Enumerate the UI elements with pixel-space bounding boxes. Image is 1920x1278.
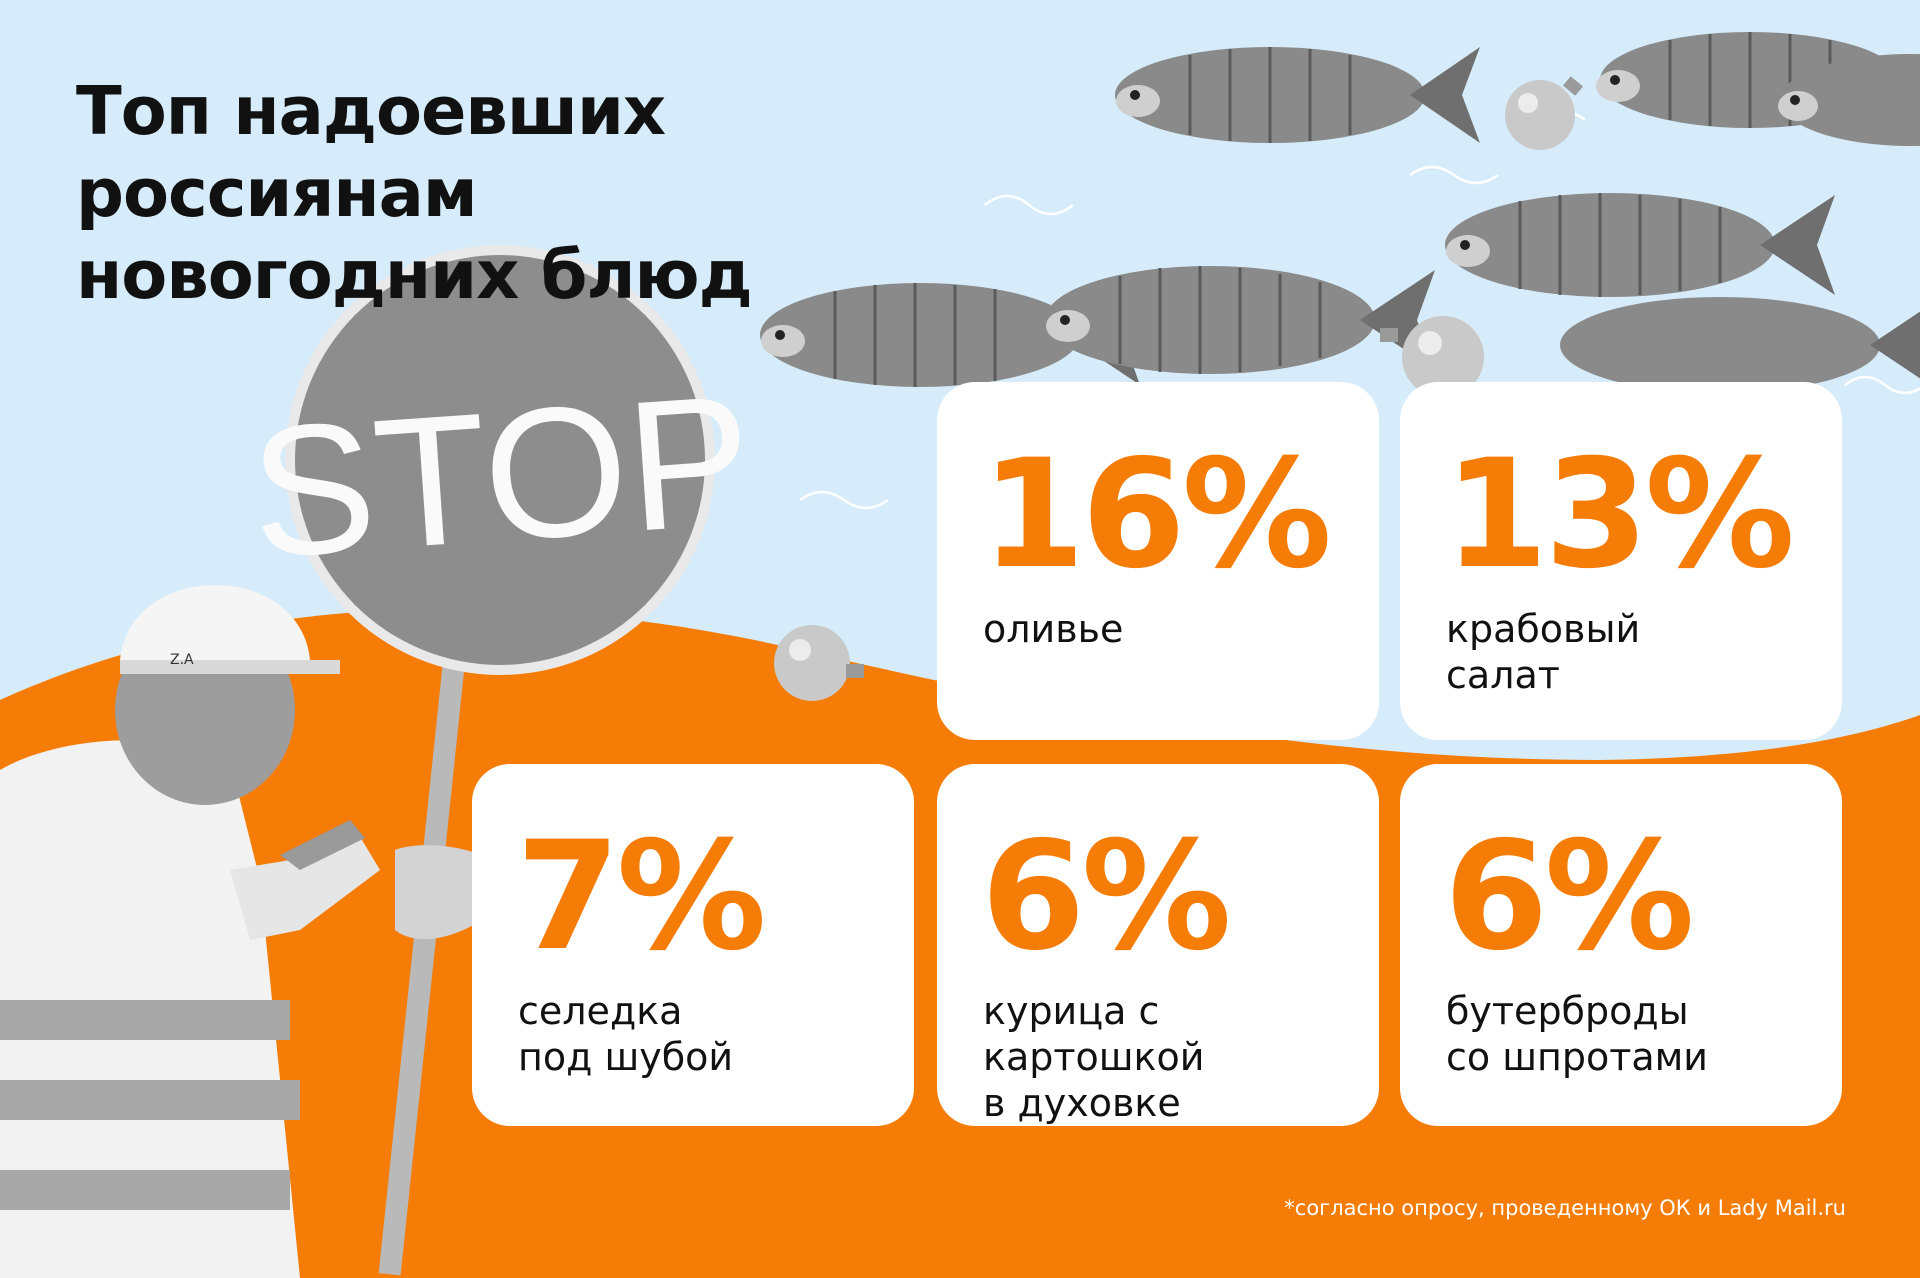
survey-footnote: *согласно опросу, проведенному ОК и Lady… xyxy=(1284,1196,1846,1220)
ornament-icon xyxy=(774,625,864,701)
stat-card-olivier: 16% оливье xyxy=(937,382,1379,740)
title-line: новогодних блюд xyxy=(76,236,753,314)
ornament-icon xyxy=(1380,316,1484,398)
stat-percent: 6% xyxy=(1444,810,1695,984)
helmet-text: Z.A xyxy=(170,652,194,668)
stat-percent: 13% xyxy=(1444,428,1795,602)
sign-face xyxy=(295,255,705,665)
herring-fish-group xyxy=(760,32,1920,393)
stat-card-sprat-sandwiches: 6% бутерброды со шпротами xyxy=(1400,764,1842,1126)
fish-icon xyxy=(1445,193,1835,297)
road-worker: Z.A xyxy=(0,585,505,1278)
fish-icon xyxy=(1778,54,1920,146)
stat-card-crab-salad: 13% крабовый салат xyxy=(1400,382,1842,740)
stat-label: селедка под шубой xyxy=(518,989,734,1079)
fish-icon xyxy=(1115,47,1480,143)
title-line: Топ надоевших россиянам xyxy=(76,72,666,232)
stat-percent: 16% xyxy=(981,428,1332,602)
stat-percent: 7% xyxy=(516,810,767,984)
stat-label: крабовый салат xyxy=(1446,607,1641,697)
stat-card-chicken-potatoes: 6% курица с картошкой в духовке xyxy=(937,764,1379,1126)
ornament-icon xyxy=(1505,76,1583,150)
stat-card-herring-under-fur: 7% селедка под шубой xyxy=(472,764,914,1126)
stop-sign: STOP xyxy=(244,245,758,1276)
fish-icon xyxy=(1560,297,1920,393)
stop-text: STOP xyxy=(244,357,758,597)
stat-percent: 6% xyxy=(981,810,1232,984)
stat-label: бутерброды со шпротами xyxy=(1446,989,1708,1079)
page-title: Топ надоевших россиянам новогодних блюд xyxy=(76,70,1076,316)
stat-label: курица с картошкой в духовке xyxy=(983,989,1205,1125)
stat-label: оливье xyxy=(983,607,1124,651)
